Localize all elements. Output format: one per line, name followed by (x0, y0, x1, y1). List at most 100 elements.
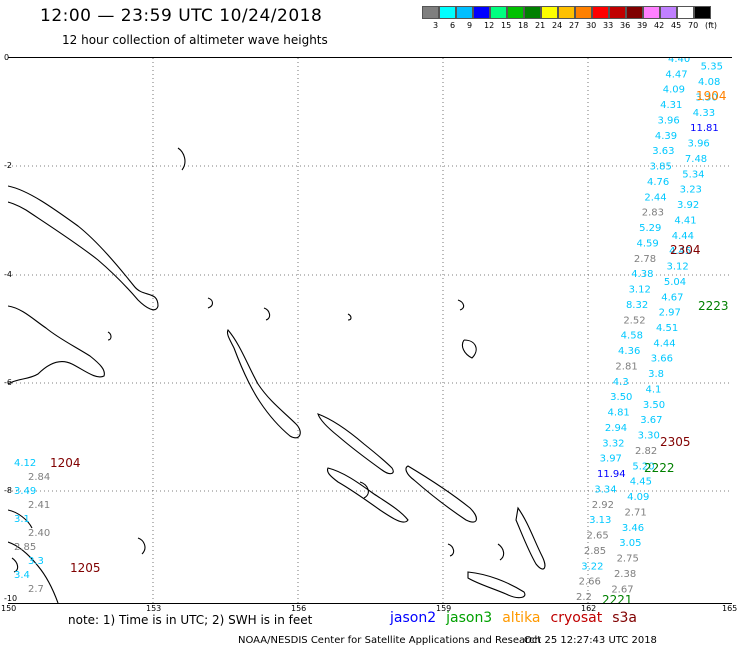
coast-santa-isabel (405, 465, 477, 523)
legend-swatch (694, 6, 711, 19)
legend-swatch (507, 6, 524, 19)
legend-labels: 3 6 9 12 15 18 21 24 27 30 33 36 39 42 45 70 (ft) (422, 19, 717, 31)
legend-label: 27 (569, 21, 580, 30)
wave-height-value: 3.3 (28, 556, 44, 567)
legend-label: 45 (671, 21, 682, 30)
wave-height-value: 11.94 (597, 469, 626, 480)
wave-height-value: 4.81 (608, 408, 630, 419)
wave-height-value: 4.58 (621, 331, 643, 342)
credit-text: NOAA/NESDIS Center for Satellite Applica… (238, 635, 541, 646)
wave-height-labels: 4.40 5.35 4.47 4.08 4.09 3.30 4.31 4.33 3.96 11.8… (14, 58, 723, 603)
wave-height-value: 3.63 (652, 146, 674, 157)
map-panel: 4.40 5.35 4.47 4.08 4.09 3.30 4.31 4.33 3.96 11.8… (8, 57, 732, 604)
legend-swatch (558, 6, 575, 19)
wave-height-value: 3.66 (651, 354, 673, 365)
wave-height-value: 3.05 (619, 538, 641, 549)
legend-label: 33 (603, 21, 614, 30)
wave-height-value: 2.44 (644, 192, 666, 203)
coast-new-georgia (326, 467, 409, 523)
coast-new-ireland (8, 185, 159, 311)
wave-height-value: 2.81 (615, 361, 637, 372)
wave-height-value: 3.23 (680, 185, 702, 196)
satellite-key-s3a: s3a (612, 610, 637, 626)
wave-height-value: 4.44 (672, 231, 694, 242)
legend-swatch (456, 6, 473, 19)
latitude-label: -6 (4, 378, 12, 387)
legend-swatch (677, 6, 694, 19)
wave-height-value: 2.66 (579, 577, 601, 588)
track-time-label: 2221 (602, 593, 633, 603)
legend-swatch (626, 6, 643, 19)
track-time-label: 1205 (70, 561, 101, 575)
wave-height-value: 3.1 (14, 514, 30, 525)
wave-height-value: 3.97 (600, 454, 622, 465)
wave-height-value: 4.33 (693, 108, 715, 119)
legend-swatch (575, 6, 592, 19)
wave-height-value: 3.13 (589, 515, 611, 526)
track-time-label: 1204 (50, 456, 81, 470)
wave-height-value: 2.71 (624, 507, 646, 518)
track-time-label: 2304 (670, 243, 701, 257)
satellite-key-altika: altika (502, 610, 541, 626)
coast-small-islands (8, 147, 505, 603)
legend-swatch (643, 6, 660, 19)
coast-malaita (515, 506, 546, 570)
wave-height-value: 4.67 (661, 292, 683, 303)
wave-height-value: 4.45 (630, 477, 652, 488)
satellite-key-jason3: jason3 (446, 610, 493, 626)
wave-height-value: 5.04 (664, 277, 686, 288)
wave-height-value: 2.40 (28, 528, 50, 539)
wave-height-value: 4.09 (663, 85, 685, 96)
wave-height-value: 4.47 (665, 69, 687, 80)
wave-height-value: 3.22 (581, 561, 603, 572)
legend-label: 15 (501, 21, 512, 30)
legend-label: 6 (450, 21, 456, 30)
wave-height-value: 5.34 (682, 169, 704, 180)
wave-height-value: 4.08 (698, 77, 720, 88)
wave-height-value: 2.83 (642, 208, 664, 219)
longitude-label: 150 (1, 604, 17, 613)
legend-swatch (524, 6, 541, 19)
wave-height-value: 4.45 (669, 246, 691, 257)
wave-height-value: 4.51 (656, 323, 678, 334)
legend-swatches (422, 6, 711, 19)
legend-label: 36 (620, 21, 631, 30)
wave-height-value: 3.8 (648, 369, 664, 380)
wave-height-value: 11.81 (690, 123, 719, 134)
wave-height-value: 2.92 (592, 500, 614, 511)
satellite-key-cryosat: cryosat (550, 610, 603, 626)
wave-height-legend: 3 6 9 12 15 18 21 24 27 30 33 36 39 42 45 70 (ft) (422, 6, 717, 31)
wave-height-value: 2.67 (611, 584, 633, 595)
units-note: note: 1) Time is in UTC; 2) SWH is in fe… (68, 613, 313, 627)
wave-height-value: 2.52 (623, 315, 645, 326)
wave-height-value: 3.67 (640, 415, 662, 426)
latitude-label: -8 (4, 486, 12, 495)
latitude-label: -2 (4, 161, 12, 170)
wave-height-value: 2.2 (576, 592, 592, 603)
wave-height-value: 3.92 (677, 200, 699, 211)
legend-label: 24 (552, 21, 563, 30)
longitude-label: 153 (146, 604, 162, 613)
wave-height-value: 4.59 (636, 238, 658, 249)
graticule (8, 58, 732, 603)
legend-label: 18 (518, 21, 529, 30)
legend-swatch (490, 6, 507, 19)
wave-height-value: 2.7 (28, 584, 44, 595)
legend-label: 30 (586, 21, 597, 30)
wave-height-value: 2.97 (659, 308, 681, 319)
legend-label: 9 (467, 21, 473, 30)
legend-swatch (592, 6, 609, 19)
legend-label: 21 (535, 21, 546, 30)
track-time-label: 1904 (696, 89, 727, 103)
legend-label: 42 (654, 21, 665, 30)
wave-height-value: 4.3 (613, 377, 629, 388)
wave-height-value: 2.78 (634, 254, 656, 265)
legend-label: 70 (688, 21, 699, 30)
wave-height-value: 4.36 (618, 346, 640, 357)
latitude-label: -10 (4, 594, 18, 603)
wave-height-value: 3.50 (643, 400, 665, 411)
legend-label: 3 (433, 21, 439, 30)
coast-guadalcanal (467, 571, 526, 599)
wave-height-value: 2.65 (587, 531, 609, 542)
legend-swatch (609, 6, 626, 19)
